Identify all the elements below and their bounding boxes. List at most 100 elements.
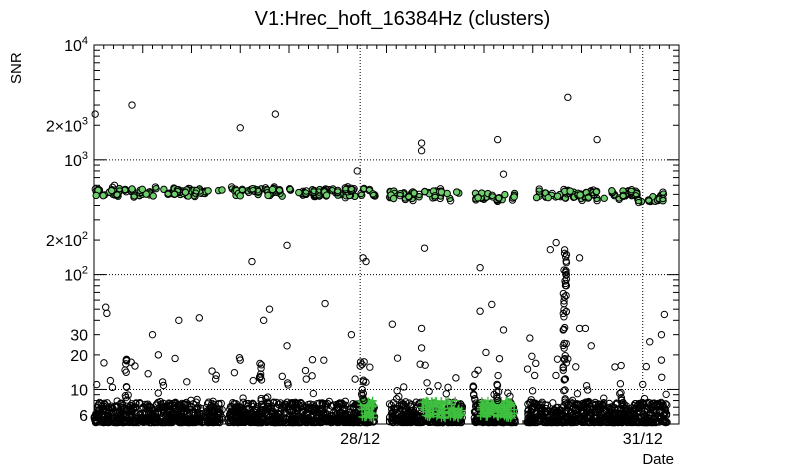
cluster-point (417, 324, 426, 333)
cluster-point (582, 381, 591, 390)
cluster-point (127, 358, 135, 366)
cluster-point (389, 418, 397, 426)
cluster-point (617, 361, 625, 370)
cluster-point (108, 416, 117, 425)
cluster-point (488, 191, 496, 200)
cluster-point (124, 391, 132, 399)
cluster-point (191, 189, 200, 197)
cluster-point (171, 400, 179, 408)
cluster-point (276, 399, 285, 407)
cluster-point (259, 405, 267, 414)
cluster-point (242, 399, 251, 408)
cluster-point (404, 418, 412, 426)
cluster-point (506, 418, 514, 426)
cluster-point (262, 394, 270, 403)
cluster-point (131, 362, 139, 370)
cluster-point (272, 398, 281, 407)
y-tick-label: 104 (64, 35, 88, 55)
x-tick-label: 28/12 (340, 431, 380, 448)
filled-cluster-point (149, 192, 157, 200)
filled-cluster-point (474, 194, 482, 202)
cluster-point (275, 400, 283, 408)
cluster-point (100, 359, 108, 367)
filled-cluster-point (544, 193, 552, 202)
cluster-point (142, 401, 151, 409)
y-tick-label: 6 (79, 408, 88, 425)
cluster-point (405, 399, 413, 407)
cluster-point (356, 362, 364, 370)
cluster-point (137, 417, 146, 425)
cluster-point (258, 418, 266, 427)
cluster-point (227, 407, 236, 415)
cluster-point (195, 416, 204, 424)
cluster-point (478, 417, 487, 425)
cluster-point (390, 415, 398, 423)
cluster-point (431, 193, 439, 202)
cluster-point (421, 187, 429, 196)
cluster-point (346, 404, 354, 413)
cluster-point (587, 342, 595, 350)
cluster-point (573, 389, 582, 398)
cluster-point (320, 408, 328, 417)
cluster-point (442, 390, 450, 398)
cluster-point (495, 354, 504, 363)
cluster-point (391, 406, 400, 414)
cluster-point (245, 413, 253, 421)
cluster-point (331, 406, 340, 415)
cluster-point (249, 413, 257, 421)
cluster-point (283, 415, 291, 424)
cluster-point (552, 371, 560, 380)
cluster-point (353, 167, 361, 175)
cluster-point (303, 418, 311, 427)
cluster-point (156, 397, 165, 406)
cluster-point (272, 414, 280, 423)
cluster-point (401, 398, 410, 406)
filled-cluster-point (576, 191, 584, 199)
cluster-point (100, 399, 108, 408)
cluster-point (99, 405, 107, 413)
cluster-point (91, 110, 99, 118)
y-tick-label: 103 (64, 150, 88, 170)
y-tick-label: 10 (70, 382, 88, 399)
cluster-point (304, 400, 312, 409)
filled-cluster-point (389, 194, 398, 203)
filled-cluster-point (600, 194, 608, 203)
cluster-point (151, 183, 160, 191)
cluster-point (420, 244, 429, 252)
cluster-point (318, 418, 326, 427)
cluster-point (369, 191, 378, 200)
cluster-point (523, 365, 532, 373)
cluster-point (158, 378, 167, 386)
cluster-point (434, 381, 442, 390)
cluster-point (285, 406, 294, 414)
cluster-point (123, 417, 131, 425)
cluster-point (236, 124, 244, 132)
filled-cluster-point (415, 193, 423, 201)
cluster-point (532, 359, 540, 368)
cluster-point (190, 416, 199, 424)
cluster-point (142, 414, 151, 423)
cluster-point (476, 263, 484, 272)
cluster-point (421, 361, 429, 369)
cluster-point (662, 390, 670, 399)
y-tick-label: 102 (64, 265, 88, 285)
cluster-point (660, 310, 669, 319)
cluster-point (334, 414, 342, 422)
cluster-point (611, 363, 619, 371)
data-points (90, 93, 671, 427)
cluster-point (291, 399, 300, 408)
cluster-point (94, 413, 102, 421)
cluster-point (341, 410, 349, 418)
cluster-point (313, 414, 321, 423)
cluster-point (181, 400, 190, 409)
y-tick-label: 30 (70, 328, 88, 345)
cluster-point (154, 351, 163, 359)
cluster-point (308, 372, 316, 380)
cluster-point (193, 395, 201, 404)
cluster-point (295, 418, 303, 427)
cluster-point (399, 418, 407, 426)
cluster-point (646, 338, 654, 346)
cluster-point (416, 360, 424, 368)
cluster-point (259, 316, 268, 325)
